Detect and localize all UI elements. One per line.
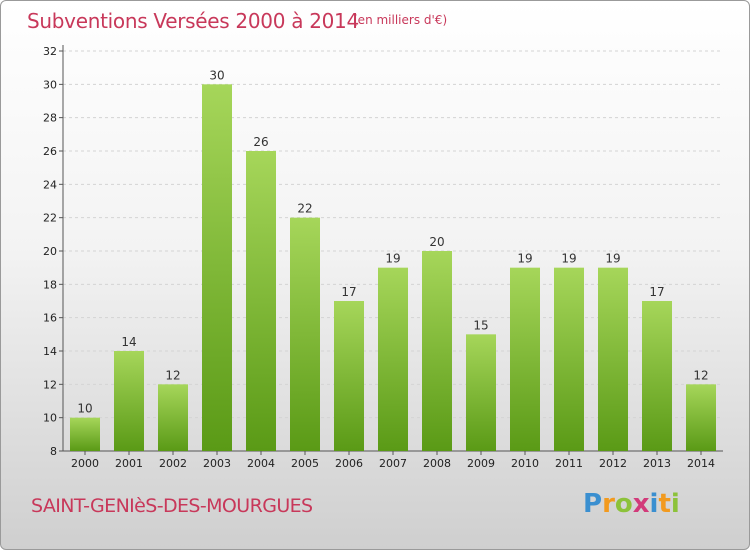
x-tick-label: 2009: [467, 457, 495, 470]
y-tick-label: 30: [43, 78, 57, 91]
bar-2003: [202, 84, 232, 451]
bar-2000: [70, 417, 100, 451]
x-tick-label: 2003: [203, 457, 231, 470]
bar-2010: [510, 267, 540, 451]
x-tick-label: 2012: [599, 457, 627, 470]
bars: [70, 84, 716, 451]
y-tick-label: 32: [43, 45, 57, 58]
bar-2009: [466, 334, 496, 451]
logo-letter: x: [632, 489, 650, 519]
value-label: 15: [473, 318, 488, 332]
logo-letter: i: [649, 489, 659, 519]
value-label: 26: [253, 135, 268, 149]
x-tick-label: 2004: [247, 457, 275, 470]
labels: 10 2000 14 2001 12 2002 30 2003 26 2004 22 2005 17 20…: [71, 68, 715, 470]
chart-title: Subventions Versées 2000 à 2014: [27, 9, 359, 33]
logo-letter: t: [658, 489, 671, 519]
value-label: 10: [77, 402, 92, 416]
bar-2005: [290, 217, 320, 451]
x-tick-label: 2011: [555, 457, 583, 470]
x-tick-label: 2007: [379, 457, 407, 470]
x-tick-label: 2001: [115, 457, 143, 470]
commune-name: SAINT-GENIèS-DES-MOURGUES: [31, 495, 313, 517]
unit-note: (en milliers d'€): [353, 13, 448, 27]
y-tick-label: 16: [43, 312, 57, 325]
y-tick-label: 8: [50, 445, 57, 458]
bar-2013: [642, 301, 672, 451]
y-tick-label: 26: [43, 145, 57, 158]
bar-2001: [114, 351, 144, 451]
value-label: 17: [341, 285, 356, 299]
logo-letter: P: [583, 489, 603, 519]
x-tick-label: 2005: [291, 457, 319, 470]
bar-2004: [246, 151, 276, 451]
bar-2002: [158, 384, 188, 451]
value-label: 19: [561, 252, 576, 266]
logo-letter: i: [670, 489, 680, 519]
value-label: 19: [385, 252, 400, 266]
bar-2006: [334, 301, 364, 451]
x-tick-label: 2008: [423, 457, 451, 470]
bar-2014: [686, 384, 716, 451]
value-label: 12: [693, 368, 708, 382]
x-tick-label: 2010: [511, 457, 539, 470]
y-tick-label: 22: [43, 212, 57, 225]
value-label: 30: [209, 68, 224, 82]
y-tick-label: 14: [43, 345, 57, 358]
proxiti-logo[interactable]: Proxiti: [583, 489, 680, 519]
value-label: 12: [165, 368, 180, 382]
bar-2012: [598, 267, 628, 451]
bar-2007: [378, 267, 408, 451]
x-tick-label: 2000: [71, 457, 99, 470]
x-tick-label: 2002: [159, 457, 187, 470]
value-label: 19: [517, 252, 532, 266]
y-tick-label: 24: [43, 178, 57, 191]
value-label: 20: [429, 235, 444, 249]
bar-2011: [554, 267, 584, 451]
y-tick-label: 18: [43, 278, 57, 291]
y-tick-label: 28: [43, 112, 57, 125]
x-tick-label: 2014: [687, 457, 715, 470]
value-label: 19: [605, 252, 620, 266]
value-label: 17: [649, 285, 664, 299]
x-tick-label: 2013: [643, 457, 671, 470]
logo-letter: r: [602, 489, 615, 519]
y-tick-label: 20: [43, 245, 57, 258]
x-tick-label: 2006: [335, 457, 363, 470]
value-label: 22: [297, 202, 312, 216]
y-tick-label: 12: [43, 378, 57, 391]
y-tick-label: 10: [43, 412, 57, 425]
bar-2008: [422, 251, 452, 451]
value-label: 14: [121, 335, 136, 349]
logo-letter: o: [614, 489, 633, 519]
